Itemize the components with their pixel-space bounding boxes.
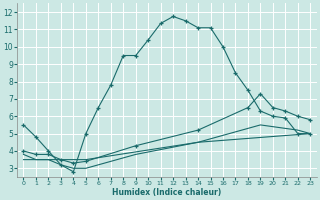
X-axis label: Humidex (Indice chaleur): Humidex (Indice chaleur) — [112, 188, 221, 197]
